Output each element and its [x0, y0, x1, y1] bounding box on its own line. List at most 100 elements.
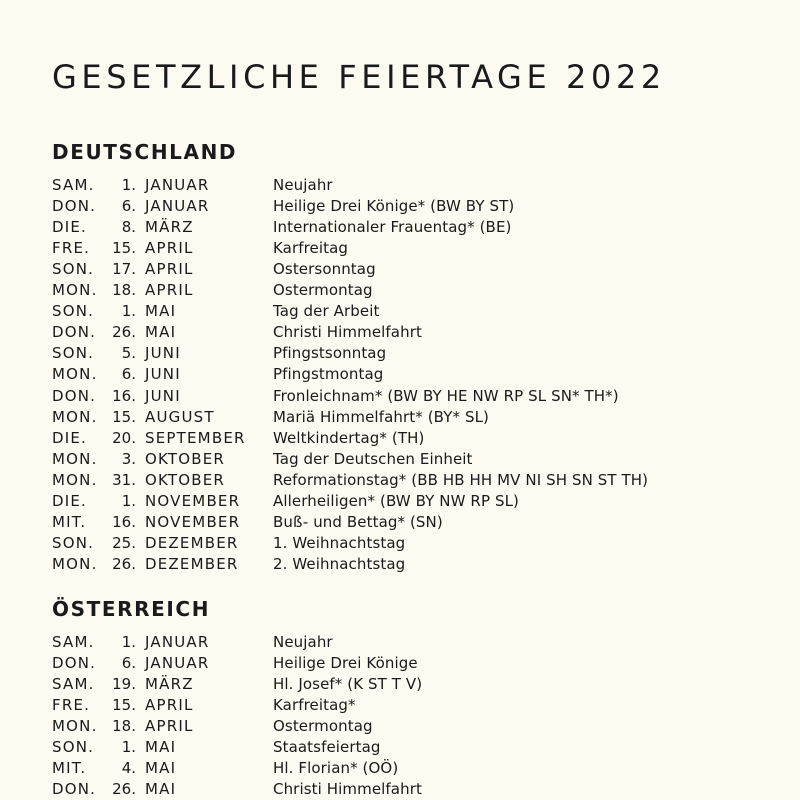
holiday-row: MON. 18. APRIL Ostermontag [0, 716, 800, 737]
day-number: 8. [121, 218, 136, 237]
weekday: DON. [52, 780, 97, 799]
weekday: DON. [52, 386, 97, 405]
holiday-name: Christi Himmelfahrt [273, 780, 422, 799]
holiday-row: DON. 16. JUNI Fronleichnam* (BW BY HE NW RP… [0, 386, 800, 407]
month: JUNI [145, 344, 181, 363]
holiday-name: Neujahr [273, 176, 333, 194]
weekday: MIT. [52, 759, 87, 778]
day-number: 18. [112, 281, 136, 300]
month: JANUAR [145, 654, 210, 673]
holiday-row: DON. 6. JANUAR Heilige Drei Könige* (BW BY … [0, 196, 800, 217]
holiday-name: Buß- und Bettag* (SN) [273, 512, 443, 531]
month: JANUAR [145, 633, 210, 651]
section-heading-deutschland: DEUTSCHLAND [52, 140, 238, 164]
weekday: SON. [52, 533, 95, 552]
day-number: 15. [112, 696, 136, 715]
section-heading-oesterreich: ÖSTERREICH [52, 597, 211, 621]
weekday: DIE. [52, 428, 88, 447]
day-number: 1. [121, 491, 136, 510]
month: APRIL [145, 696, 194, 715]
month: NOVEMBER [145, 491, 241, 510]
holiday-name: Pfingstmontag [273, 365, 384, 384]
month: OKTOBER [145, 470, 226, 489]
weekday: SAM. [52, 176, 95, 194]
holiday-name: Pfingstsonntag [273, 344, 387, 363]
holiday-row: MON. 18. APRIL Ostermontag [0, 280, 800, 301]
weekday: SON. [52, 738, 95, 757]
weekday: MON. [52, 449, 98, 468]
weekday: MON. [52, 470, 98, 489]
holiday-row: DON. 26. MAI Christi Himmelfahrt [0, 322, 800, 343]
day-number: 1. [121, 738, 136, 757]
day-number: 1. [121, 176, 136, 194]
month: APRIL [145, 281, 194, 300]
day-number: 4. [121, 759, 136, 778]
weekday: MIT. [52, 512, 87, 531]
holiday-name: Karfreitag [273, 239, 349, 258]
holiday-name: Heilige Drei Könige [273, 654, 418, 673]
holiday-row: SON. 17. APRIL Ostersonntag [0, 259, 800, 280]
day-number: 31. [112, 470, 136, 489]
weekday: SAM. [52, 675, 95, 694]
weekday: DON. [52, 654, 97, 673]
day-number: 16. [112, 512, 136, 531]
holiday-name: Allerheiligen* (BW BY NW RP SL) [273, 491, 519, 510]
month: APRIL [145, 239, 194, 258]
holiday-name: Hl. Florian* (OÖ) [273, 759, 399, 778]
weekday: SON. [52, 344, 95, 363]
month: SEPTEMBER [145, 428, 246, 447]
holiday-row: MON. 15. AUGUST Mariä Himmelfahrt* (BY* SL) [0, 407, 800, 428]
holiday-row: MIT. 4. MAI Hl. Florian* (OÖ) [0, 758, 800, 779]
holiday-row: DIE. 1. NOVEMBER Allerheiligen* (BW BY NW R… [0, 491, 800, 512]
month: MÄRZ [145, 218, 194, 237]
page-title: GESETZLICHE FEIERTAGE 2022 [52, 58, 666, 96]
day-number: 6. [121, 365, 136, 384]
holiday-row: FRE. 15. APRIL Karfreitag [0, 238, 800, 259]
holiday-row: DON. 6. JANUAR Heilige Drei Könige [0, 653, 800, 674]
holiday-name: Neujahr [273, 633, 333, 651]
day-number: 15. [112, 239, 136, 258]
holiday-name: Tag der Arbeit [273, 302, 380, 321]
weekday: DON. [52, 197, 97, 216]
weekday: DON. [52, 323, 97, 342]
month: JANUAR [145, 197, 210, 216]
weekday: MON. [52, 554, 98, 573]
day-number: 3. [121, 449, 136, 468]
holiday-name: Internationaler Frauentag* (BE) [273, 218, 512, 237]
holiday-row: SON. 5. JUNI Pfingstsonntag [0, 343, 800, 364]
holiday-name: Fronleichnam* (BW BY HE NW RP SL SN* TH*… [273, 386, 619, 405]
month: MAI [145, 759, 177, 778]
month: NOVEMBER [145, 512, 241, 531]
month: DEZEMBER [145, 533, 239, 552]
holiday-name: Staatsfeiertag [273, 738, 381, 757]
weekday: FRE. [52, 696, 91, 715]
holiday-row: FRE. 15. APRIL Karfreitag* [0, 695, 800, 716]
day-number: 20. [112, 428, 136, 447]
month: MAI [145, 738, 177, 757]
weekday: SAM. [52, 633, 95, 651]
holiday-row: SAM. 1. JANUAR Neujahr [0, 632, 800, 653]
month: JUNI [145, 386, 181, 405]
day-number: 17. [112, 260, 136, 279]
day-number: 19. [112, 675, 136, 694]
month: JANUAR [145, 176, 210, 194]
weekday: SON. [52, 260, 95, 279]
day-number: 26. [112, 780, 136, 799]
holiday-name: Ostermontag [273, 717, 373, 736]
month: OKTOBER [145, 449, 226, 468]
day-number: 1. [121, 302, 136, 321]
month: APRIL [145, 260, 194, 279]
holiday-row: SAM. 1. JANUAR Neujahr [0, 175, 800, 196]
month: DEZEMBER [145, 554, 239, 573]
weekday: MON. [52, 281, 98, 300]
holiday-row: SON. 25. DEZEMBER 1. Weihnachtstag [0, 533, 800, 554]
holiday-name: 2. Weihnachtstag [273, 554, 406, 573]
holiday-row: SON. 1. MAI Staatsfeiertag [0, 737, 800, 758]
holiday-name: Ostersonntag [273, 260, 376, 279]
holiday-name: Heilige Drei Könige* (BW BY ST) [273, 197, 515, 216]
month: MAI [145, 323, 177, 342]
holiday-name: Christi Himmelfahrt [273, 323, 422, 342]
holiday-name: Mariä Himmelfahrt* (BY* SL) [273, 407, 489, 426]
day-number: 1. [121, 633, 136, 651]
weekday: SON. [52, 302, 95, 321]
